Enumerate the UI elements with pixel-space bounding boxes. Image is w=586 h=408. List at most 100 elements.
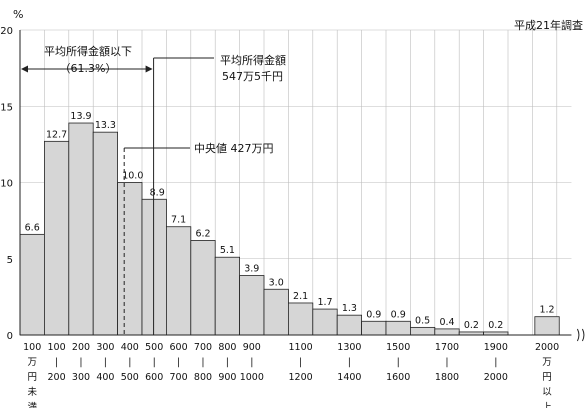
y-tick-label: 15 — [0, 102, 13, 113]
x-tick-line: 700 — [170, 372, 188, 383]
bar-value-label: 13.3 — [95, 120, 116, 131]
bar-value-label: 0.2 — [488, 320, 503, 331]
x-tick-line: 1700 — [435, 342, 459, 353]
x-tick-label: 500 | 600 — [145, 342, 163, 383]
x-tick-label: 600 | 700 — [170, 342, 188, 383]
x-tick-label: 200 | 300 — [72, 342, 90, 383]
y-tick-label: 20 — [0, 26, 13, 37]
bar-value-label: 6.2 — [195, 228, 210, 239]
bar-value-label: 1.7 — [317, 297, 332, 308]
bars — [19, 122, 560, 336]
x-tick-label: 1700 | 1800 — [435, 342, 459, 383]
x-tick-line: 1400 — [337, 372, 361, 383]
axes — [19, 30, 585, 342]
bar-value-label: 12.7 — [46, 129, 67, 140]
bar-value-label: 13.9 — [70, 111, 91, 122]
x-tick-line: 800 — [194, 372, 212, 383]
bar — [117, 182, 143, 336]
bar-value-label: 3.0 — [269, 277, 284, 288]
bar-value-label: 1.2 — [539, 305, 554, 316]
bar — [92, 131, 118, 336]
bar-value-label: 1.3 — [342, 303, 357, 314]
x-tick-label: 700 | 800 — [194, 342, 212, 383]
x-tick-label: 800 | 900 — [218, 342, 236, 383]
bar — [385, 320, 411, 336]
bar — [141, 198, 167, 336]
x-tick-line: | — [104, 357, 107, 368]
y-tick-label: 5 — [7, 255, 13, 266]
x-tick-line: 満 — [27, 402, 37, 408]
x-tick-line: 600 — [170, 342, 188, 353]
bar-value-label: 8.9 — [150, 187, 165, 198]
x-tick-line: | — [445, 357, 448, 368]
x-tick-line: 500 — [145, 342, 163, 353]
x-tick-line: 2000 — [484, 372, 508, 383]
bar-value-label: 7.1 — [171, 215, 186, 226]
bar-value-label: 0.9 — [366, 309, 381, 320]
arrowhead-right — [145, 65, 153, 73]
x-tick-label: 1500 | 1600 — [386, 342, 410, 383]
bar-value-label: 0.2 — [464, 320, 479, 331]
x-tick-line: | — [177, 357, 180, 368]
bar — [263, 288, 289, 336]
x-tick-label: 900 | 1000 — [240, 342, 264, 383]
x-tick-line: 2000 — [535, 342, 559, 353]
x-tick-line: 200 — [48, 372, 66, 383]
x-tick-line: 1500 — [386, 342, 410, 353]
x-tick-line: 1600 — [386, 372, 410, 383]
x-tick-label: 100 | 200 — [48, 342, 66, 383]
bar — [68, 122, 94, 336]
x-tick-line: 1200 — [289, 372, 313, 383]
bar-value-label: 0.4 — [439, 317, 454, 328]
x-tick-line: 円 — [27, 372, 37, 383]
x-tick-line: | — [348, 357, 351, 368]
x-tick-line: | — [494, 357, 497, 368]
x-tick-line: | — [153, 357, 156, 368]
x-tick-line: 600 — [145, 372, 163, 383]
x-tick-label: 400 | 500 — [121, 342, 139, 383]
mean-value: 547万5千円 — [222, 70, 283, 83]
arrowhead-left — [21, 65, 28, 73]
x-tick-line: | — [79, 357, 82, 368]
x-tick-line: 400 — [96, 372, 114, 383]
x-tick-line: 700 — [194, 342, 212, 353]
x-tick-line: 900 — [243, 342, 261, 353]
bar-value-label: 0.9 — [391, 309, 406, 320]
bar-value-label: 10.0 — [122, 171, 143, 182]
bar — [239, 275, 265, 336]
y-tick-label: 10 — [0, 179, 13, 190]
x-tick-line: 900 — [218, 372, 236, 383]
x-tick-line: 400 — [121, 342, 139, 353]
x-tick-line: 100 — [48, 342, 66, 353]
bar-value-label: 6.6 — [25, 222, 40, 233]
bar — [534, 316, 560, 336]
median-label: 中央値 427万円 — [194, 142, 274, 155]
x-tick-line: | — [128, 357, 131, 368]
x-tick-label: 1100 | 1200 — [289, 342, 313, 383]
bar — [361, 320, 387, 336]
labels: 0 5 10 15 20 6.6 12.713.9 13.3 10.0 8.9 7.1 6.2 5.1 3… — [0, 26, 559, 408]
bar — [409, 326, 436, 336]
x-tick-label: 300 | 400 — [96, 342, 114, 383]
mean-label: 平均所得金額 — [220, 53, 286, 67]
x-tick-line: 円 — [542, 372, 552, 383]
x-tick-line: 万 — [542, 357, 552, 368]
x-tick-line: 500 — [121, 372, 139, 383]
bar — [336, 314, 363, 336]
x-tick-line: | — [226, 357, 229, 368]
bar — [165, 226, 192, 336]
x-tick-line: | — [299, 357, 302, 368]
x-tick-line: 100 — [23, 342, 41, 353]
below-mean-percent: （61.3%） — [60, 62, 117, 75]
y-tick-label: 0 — [7, 331, 13, 342]
x-tick-line: 800 — [218, 342, 236, 353]
y-unit-label: % — [13, 8, 23, 21]
bar — [434, 328, 460, 336]
x-tick-line: 1000 — [240, 372, 264, 383]
x-tick-line: 1300 — [337, 342, 361, 353]
bar — [312, 308, 338, 336]
bar — [287, 302, 314, 336]
x-tick-line: | — [397, 357, 400, 368]
